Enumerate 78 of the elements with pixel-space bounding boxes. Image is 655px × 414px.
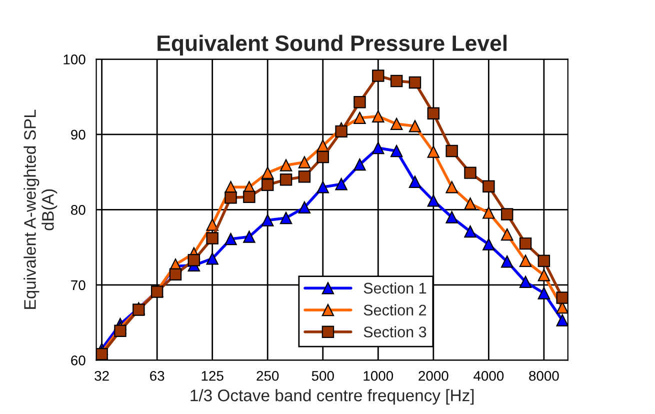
point — [500, 208, 514, 220]
point — [298, 156, 311, 168]
legend-label: Section 3 — [364, 326, 426, 338]
point — [446, 211, 458, 224]
x-tick-label: 125 — [202, 370, 224, 381]
point — [372, 70, 384, 82]
point — [446, 144, 458, 158]
point — [519, 237, 532, 250]
point — [316, 181, 329, 194]
point — [96, 348, 108, 360]
point — [556, 314, 568, 326]
point — [372, 110, 384, 122]
x-axis-title: 1/3 Octave band centre frequency [Hz] — [190, 389, 474, 405]
point — [390, 118, 403, 130]
point — [169, 268, 182, 281]
point — [500, 256, 514, 268]
point — [427, 107, 440, 120]
chart-title: Equivalent Sound Pressure Level — [158, 34, 507, 56]
x-tick-label: 32 — [94, 370, 109, 381]
point — [335, 125, 348, 138]
point — [206, 252, 218, 265]
point — [262, 178, 274, 191]
point — [206, 232, 218, 244]
point — [482, 206, 495, 219]
y-tick-label: 80 — [71, 205, 86, 215]
x-tick-label: 63 — [150, 370, 164, 381]
point — [280, 212, 292, 224]
point — [262, 166, 274, 179]
point — [519, 276, 532, 288]
point — [316, 150, 329, 164]
y-tick-label: 60 — [71, 356, 86, 366]
point — [519, 254, 532, 267]
point — [446, 181, 458, 194]
point — [280, 173, 292, 186]
x-tick-label: 8000 — [529, 370, 559, 381]
point — [390, 74, 403, 88]
point — [538, 254, 550, 267]
point — [482, 238, 495, 250]
point — [482, 180, 495, 192]
y-tick-label: 90 — [71, 130, 86, 140]
point — [408, 176, 422, 188]
point — [500, 228, 514, 241]
point — [408, 76, 422, 89]
point — [188, 254, 200, 266]
point — [372, 142, 384, 154]
x-tick-label: 4000 — [474, 370, 504, 381]
point — [427, 194, 440, 207]
point — [427, 146, 440, 158]
point — [280, 159, 292, 172]
point — [538, 269, 550, 282]
point — [464, 225, 476, 238]
x-tick-label: 500 — [312, 370, 334, 381]
x-tick-label: 1000 — [364, 370, 394, 381]
legend-label: Section 1 — [364, 282, 426, 294]
point — [354, 96, 366, 108]
point — [224, 232, 237, 246]
y-tick-label: 70 — [71, 280, 86, 290]
point — [538, 287, 550, 300]
y-tick-label: 100 — [64, 54, 86, 64]
point — [464, 198, 476, 210]
point — [114, 324, 126, 337]
point — [298, 170, 311, 183]
x-tick-label: 2000 — [418, 370, 448, 381]
point — [354, 112, 366, 124]
point — [224, 192, 237, 204]
point — [243, 190, 256, 204]
y-axis-title: Equivalent A-weighted SPL dB(A) — [24, 110, 58, 309]
point — [408, 120, 422, 132]
x-tick-label: 250 — [256, 370, 279, 381]
point — [464, 166, 476, 179]
point — [556, 292, 568, 304]
point — [390, 144, 403, 158]
point — [262, 214, 274, 226]
point — [354, 158, 366, 171]
point — [243, 230, 256, 243]
point — [298, 201, 311, 214]
point — [335, 178, 348, 190]
legend-label: Section 2 — [364, 304, 426, 316]
